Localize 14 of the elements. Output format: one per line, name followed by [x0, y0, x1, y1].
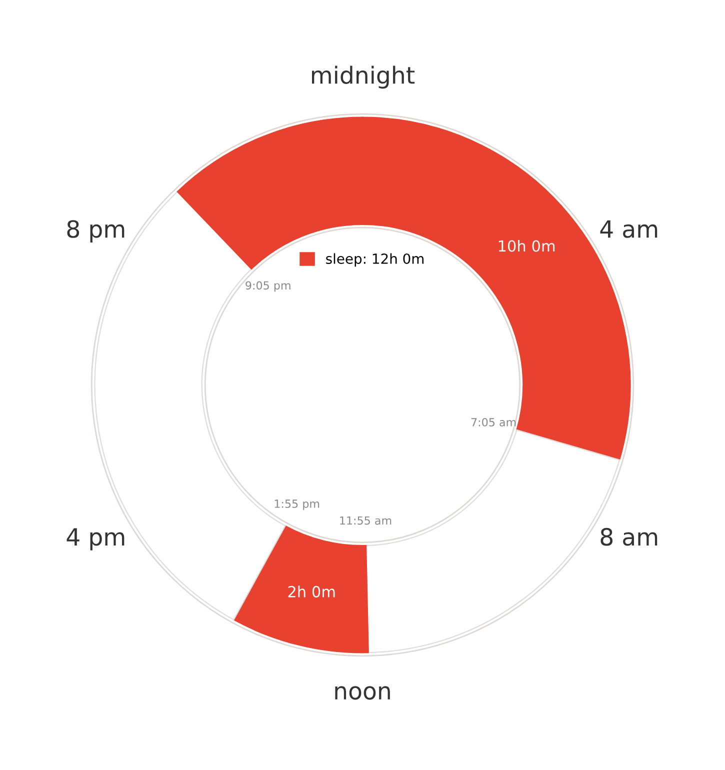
text: 10h 0m: [498, 240, 555, 252]
text: 7:05 am: [471, 418, 516, 426]
text: noon: [335, 686, 390, 700]
text: 4 pm: [66, 528, 124, 550]
text: midnight: [312, 66, 415, 89]
text: 4 am: [600, 220, 658, 238]
text: 1:55 pm: [274, 500, 320, 510]
text: 9:05 pm: [246, 281, 290, 292]
text: 11:55 am: [340, 516, 392, 525]
donut-slice: [233, 525, 369, 654]
legend-label: sleep: 12h 0m: [326, 253, 424, 267]
text: 8 pm: [67, 220, 124, 242]
text: 8 am: [600, 528, 658, 546]
data-label: 2h 0m: [288, 586, 335, 598]
